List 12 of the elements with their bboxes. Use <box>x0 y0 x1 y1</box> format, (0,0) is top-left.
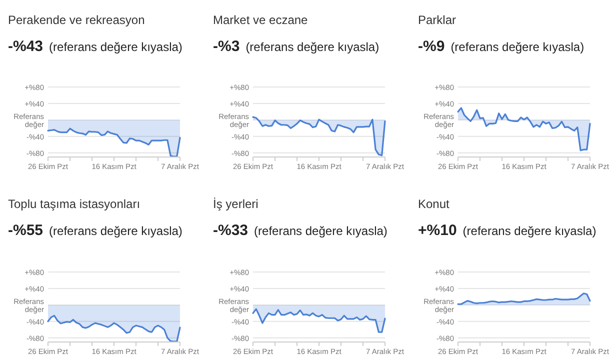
chart-title: Toplu taşıma istasyonları <box>8 197 140 211</box>
chart-subtitle: -%55 (referans değere kıyasla) <box>8 222 182 239</box>
chart-title: Market ve eczane <box>213 13 308 27</box>
chart-subtitle: -%43 (referans değere kıyasla) <box>8 38 182 55</box>
chart-title: Konut <box>418 197 450 211</box>
chart-title: İş yerleri <box>213 197 258 211</box>
chart-title: Perakende ve rekreasyon <box>8 13 145 27</box>
chart-subtitle: -%33 (referans değere kıyasla) <box>213 222 388 239</box>
chart-subtitle: +%10 (referans değere kıyasla) <box>418 222 596 239</box>
chart-subtitle: -%9 (referans değere kıyasla) <box>418 38 584 55</box>
chart-title: Parklar <box>418 13 456 27</box>
chart-subtitle: -%3 (referans değere kıyasla) <box>213 38 380 55</box>
